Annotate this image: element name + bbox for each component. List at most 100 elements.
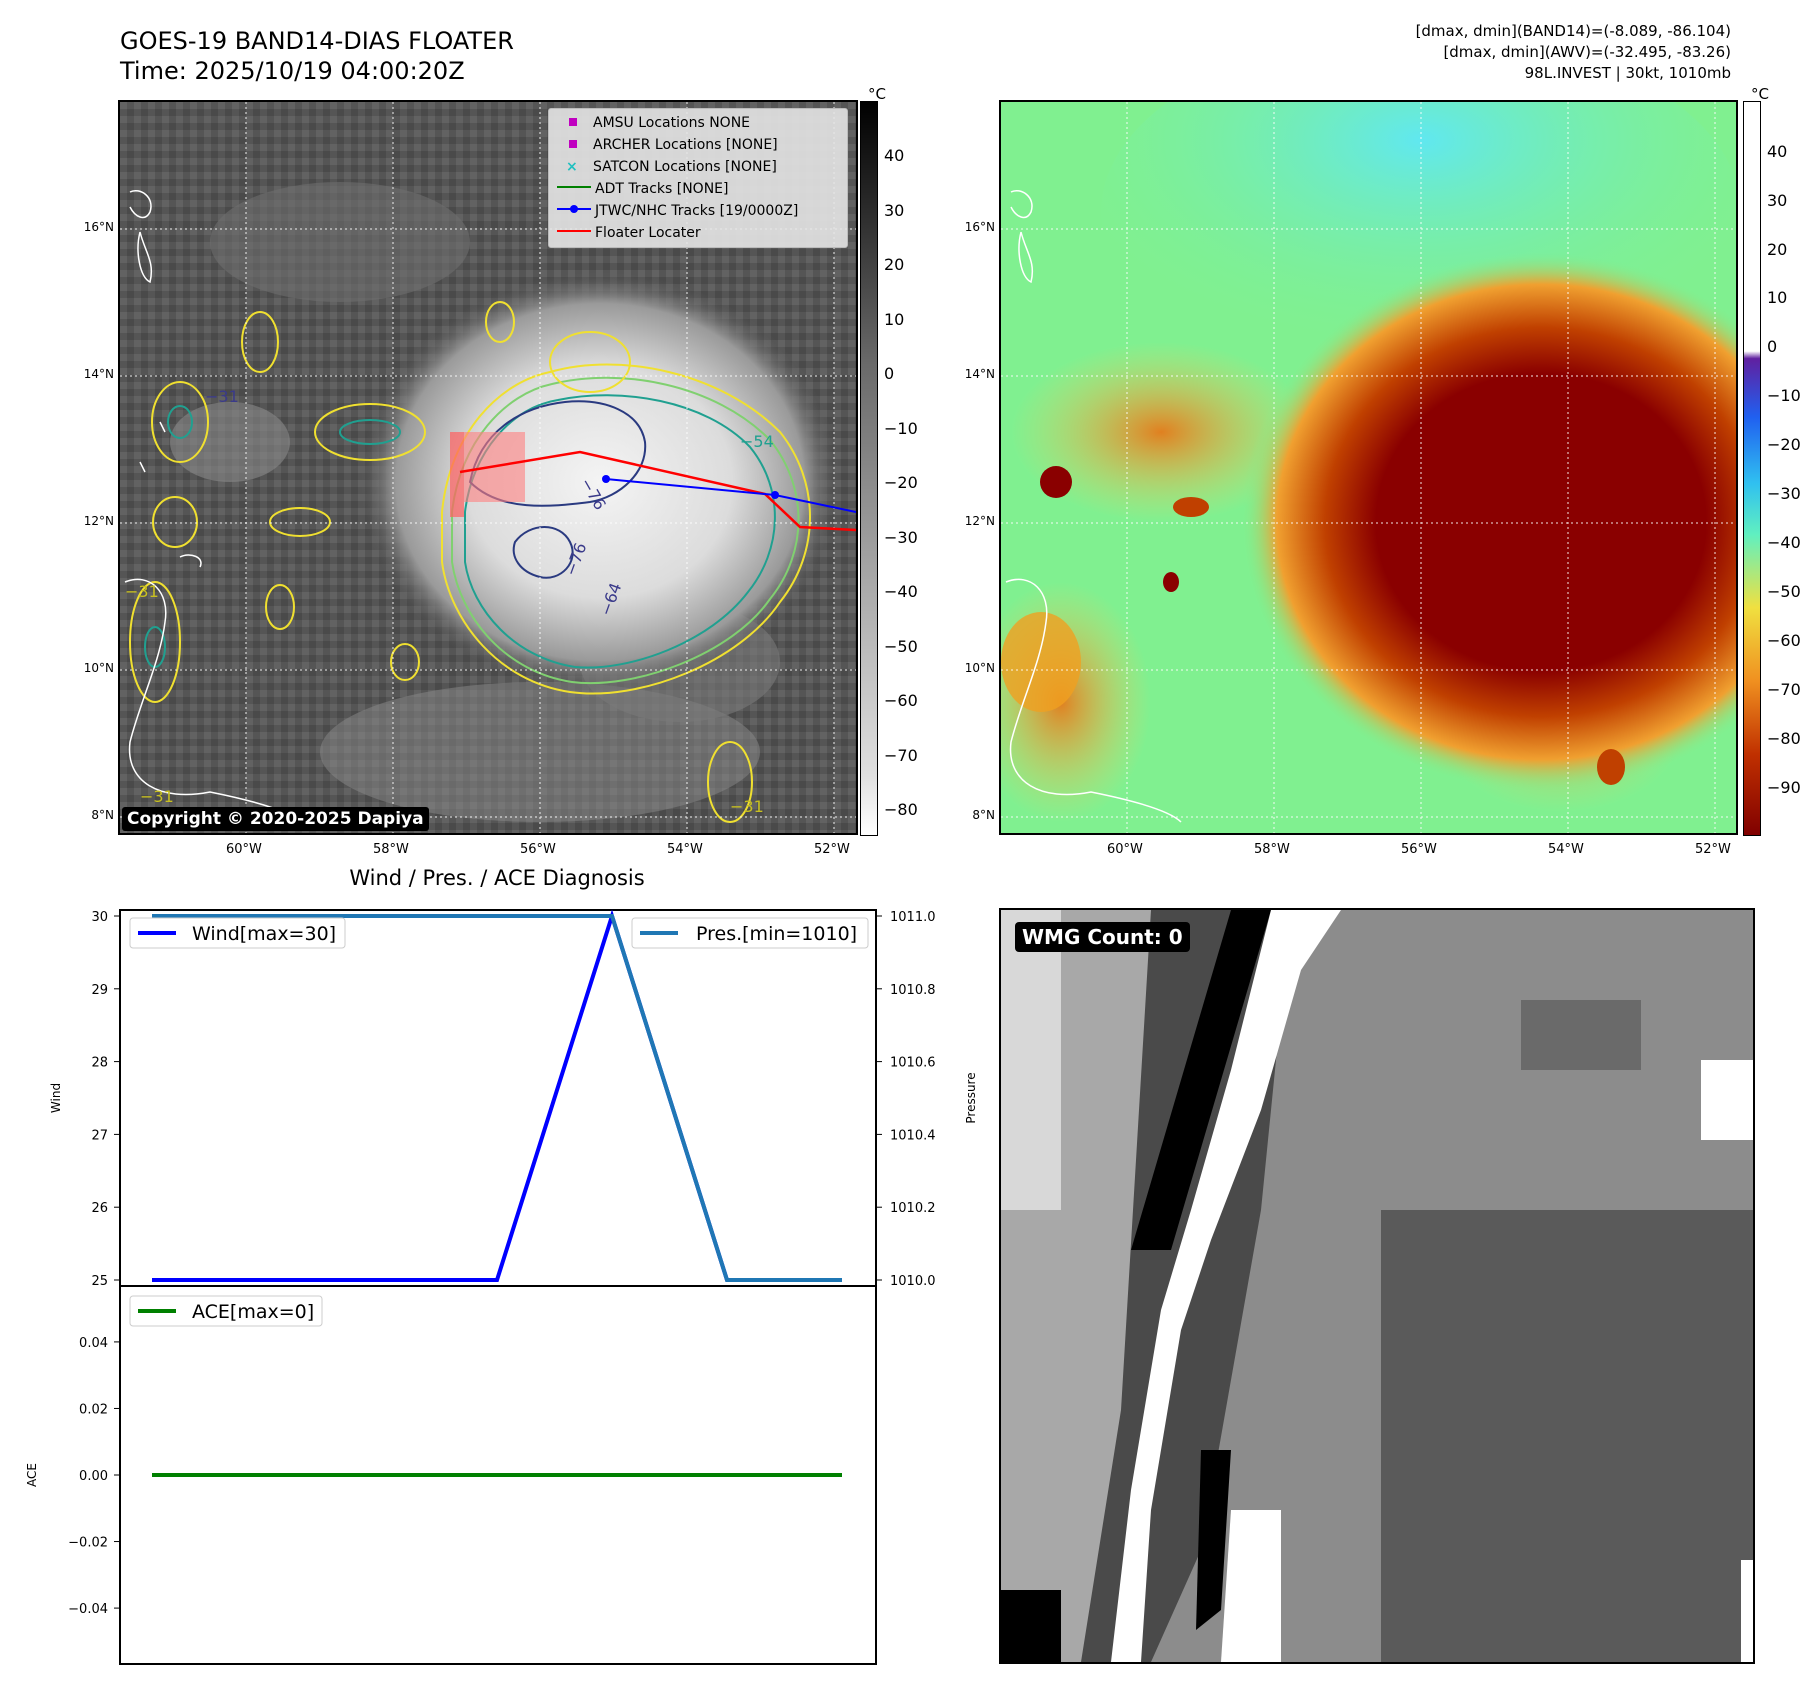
ace-tick-label: 0.04 [79,1336,108,1351]
wind-legend-label: Wind[max=30] [192,923,336,945]
colorbar-tick: −80 [884,800,918,819]
lon-tick: 52°W [1695,842,1731,857]
lat-tick: 14°N [83,367,114,381]
line-dot-marker-icon [557,205,591,213]
square-marker-icon [569,140,577,148]
colorbar-tick: −60 [1767,631,1801,650]
lat-tick: 16°N [83,220,114,234]
contour-label: −31 [730,797,764,816]
wmg-count-badge: WMG Count: 0 [1015,922,1190,952]
pressure-legend-label: Pres.[min=1010] [696,923,857,945]
lat-tick: 8°N [972,808,995,822]
wind-tick-label: 28 [91,1056,108,1071]
colorbar-tick: 20 [1767,240,1788,259]
ir-colorbar [860,101,878,836]
pressure-tick-label: 1011.0 [890,910,936,925]
awv-colorbar [1743,101,1761,836]
colorbar-tick: 40 [884,146,905,165]
ace-tick-label: 0.02 [79,1402,108,1417]
lon-tick: 56°W [520,842,556,857]
wind-pressure-axes [119,909,877,1287]
colorbar-tick: 20 [884,255,905,274]
pressure-tick-label: 1010.0 [890,1274,936,1289]
ace-legend-label: ACE[max=0] [192,1301,314,1323]
diagnosis-chart: 30 29 28 27 26 25 1011.0 1010.8 1010.6 1010.4 1010… [25,909,978,1665]
pressure-tick-label: 1010.4 [890,1128,936,1143]
wind-tick-label: 27 [91,1128,108,1143]
meta-band14: [dmax, dmin](BAND14)=(-8.089, -86.104) [1415,22,1731,40]
pressure-tick-label: 1010.8 [890,983,936,998]
colorbar-tick: −50 [884,637,918,656]
wind-tick-label: 26 [91,1201,108,1216]
colorbar-tick: −50 [1767,582,1801,601]
colorbar-tick: −80 [1767,729,1801,748]
ace-axis-label: ACE [25,1463,39,1487]
meta-storm: 98L.INVEST | 30kt, 1010mb [1524,64,1731,82]
ir-map-panel: −31 −31 −31 −31 −64 −76 −54 −76 AMSU Loc… [118,100,858,835]
lat-tick: 10°N [964,661,995,675]
lon-tick: 58°W [1254,842,1290,857]
square-marker-icon [569,118,577,126]
colorbar-tick: −10 [884,419,918,438]
ir-lon-axis: 60°W 58°W 56°W 54°W 52°W [118,842,858,862]
ace-tick-label: −0.02 [68,1536,108,1551]
legend-item-jtwc: JTWC/NHC Tracks [19/0000Z] [555,200,841,222]
lon-tick: 60°W [226,842,262,857]
lat-tick: 10°N [83,661,114,675]
colorbar-tick: −30 [884,528,918,547]
wind-tick-label: 25 [91,1274,108,1289]
wind-tick-label: 29 [91,983,108,998]
contour-label: −31 [125,582,159,601]
colorbar-tick: 30 [1767,191,1788,210]
x-marker-icon: × [566,159,578,175]
contour-label: −31 [140,787,174,806]
colorbar-tick: 10 [1767,288,1788,307]
awv-map-panel [999,100,1738,835]
colorbar-tick: 0 [884,364,895,383]
wmg-panel: WMG Count: 0 [999,908,1755,1664]
colorbar-tick: −10 [1767,386,1801,405]
legend-item-floater: Floater Locater [555,222,841,244]
chart-title: GOES-19 BAND14-DIAS FLOATER [120,27,514,55]
ace-legend: ACE[max=0] [129,1295,323,1327]
pressure-axis-label: Pressure [964,1072,978,1123]
copyright-badge: Copyright © 2020-2025 Dapiya [122,807,429,831]
colorbar-tick: 0 [1767,337,1778,356]
chart-time: Time: 2025/10/19 04:00:20Z [120,57,465,85]
pressure-tick-label: 1010.2 [890,1201,936,1216]
map-legend: AMSU Locations NONE ARCHER Locations [NO… [548,108,848,248]
legend-item-satcon: × SATCON Locations [NONE] [555,156,841,178]
colorbar-tick: 30 [884,201,905,220]
line-marker-icon [557,230,591,232]
ace-tick-label: 0.00 [79,1469,108,1484]
lon-tick: 58°W [373,842,409,857]
legend-item-amsu: AMSU Locations NONE [555,112,841,134]
pressure-series-line [152,914,842,1282]
awv-map-image [1001,102,1736,833]
ir-lat-axis: 16°N 14°N 12°N 10°N 8°N [60,100,114,835]
meta-awv: [dmax, dmin](AWV)=(-32.495, -83.26) [1443,43,1731,61]
contour-label: −54 [740,432,774,451]
legend-item-adt: ADT Tracks [NONE] [555,178,841,200]
awv-lat-axis: 16°N 14°N 12°N 10°N 8°N [940,100,995,835]
lat-tick: 16°N [964,220,995,234]
colorbar-tick: −40 [1767,533,1801,552]
pressure-tick-label: 1010.6 [890,1056,936,1071]
lat-tick: 14°N [964,367,995,381]
wind-tick-label: 30 [91,910,108,925]
diagnosis-title: Wind / Pres. / ACE Diagnosis [349,866,645,890]
colorbar-tick: 40 [1767,142,1788,161]
lon-tick: 54°W [667,842,703,857]
awv-lon-axis: 60°W 58°W 56°W 54°W 52°W [999,842,1739,862]
lon-tick: 56°W [1401,842,1437,857]
pressure-legend: Pres.[min=1010] [631,917,869,949]
colorbar-tick: −70 [884,746,918,765]
lat-tick: 8°N [91,808,114,822]
wind-legend: Wind[max=30] [129,917,346,949]
colorbar-tick: −20 [884,473,918,492]
line-marker-icon [557,186,591,188]
lon-tick: 60°W [1107,842,1143,857]
lon-tick: 52°W [814,842,850,857]
colorbar-tick: −20 [1767,435,1801,454]
colorbar-tick: −30 [1767,484,1801,503]
